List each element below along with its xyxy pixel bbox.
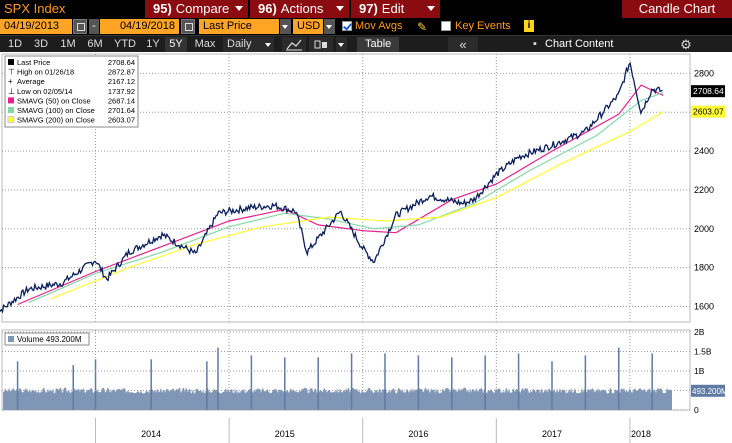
legend-label: SMAVG (50) on Close: [17, 96, 91, 105]
x-tick-label: 2014: [141, 429, 161, 439]
legend-label: Last Price: [17, 58, 50, 67]
period-bar: 1D 3D 1M 6M YTD 1Y 5Y Max Daily Table « …: [0, 35, 732, 52]
volume-badge-bg: [691, 384, 725, 397]
info-icon[interactable]: i: [524, 20, 534, 32]
title-bar: SPX Index 95) Compare 96) Actions 97) Edit …: [0, 0, 732, 18]
edit-menu[interactable]: 97) Edit: [351, 0, 440, 18]
legend-value: 2872.87: [108, 68, 135, 77]
legend-marker: ⊤: [8, 68, 15, 77]
last-price-line: [0, 61, 663, 314]
mov-avgs-checkbox[interactable]: [342, 21, 352, 31]
candle-type-icon[interactable]: [309, 37, 333, 52]
pencil-icon[interactable]: ✎: [417, 20, 428, 34]
x-tick-label: 2015: [275, 429, 295, 439]
legend-value: 2708.64: [108, 58, 135, 67]
chart-content-label[interactable]: Chart Content: [545, 38, 614, 50]
chevron-down-icon[interactable]: [280, 19, 291, 34]
legend-label: High on 01/26/18: [17, 68, 74, 77]
line-chart-icon[interactable]: [282, 37, 306, 52]
legend-marker: ⊥: [8, 87, 15, 96]
collapse-left-icon[interactable]: «: [448, 37, 478, 52]
chart-content-icon: ▪: [533, 38, 537, 50]
volume-tick-label: 0: [694, 405, 699, 415]
last-price-badge: 2708.64: [693, 86, 724, 96]
sma200-line: [50, 111, 664, 300]
calendar-icon[interactable]: [73, 19, 87, 34]
volume-area: [3, 387, 672, 410]
legend-value: 2603.07: [108, 116, 135, 125]
legend-value: 2687.14: [108, 96, 135, 105]
sma100-line: [28, 92, 664, 304]
x-tick-label: 2018: [631, 429, 651, 439]
y-tick-label: 2800: [694, 68, 714, 78]
frequency-select[interactable]: Daily: [223, 37, 271, 52]
legend-swatch: [8, 97, 14, 104]
period-5y[interactable]: 5Y: [165, 37, 187, 52]
period-max[interactable]: Max: [194, 38, 216, 50]
y-tick-label: 1800: [694, 263, 714, 273]
legend-label: Low on 02/05/14: [17, 87, 72, 96]
legend-value: 1737.92: [108, 87, 135, 96]
volume-badge: 493.200M: [692, 387, 728, 396]
table-button[interactable]: Table: [357, 37, 400, 52]
chevron-down-icon: [235, 6, 243, 11]
price-field-select[interactable]: Last Price: [199, 19, 279, 34]
legend-label: SMAVG (200) on Close: [17, 116, 95, 125]
security-title: SPX Index: [4, 1, 66, 16]
currency-select[interactable]: USD: [293, 19, 323, 34]
y-tick-label: 2200: [694, 185, 714, 195]
chart-area[interactable]: 1600180020002200240026002800201420152016…: [0, 52, 732, 443]
period-3d[interactable]: 3D: [33, 38, 49, 50]
compare-menu[interactable]: 95) Compare: [145, 0, 248, 18]
legend-swatch: [8, 59, 14, 65]
legend-box: [4, 55, 139, 128]
volume-legend-label: Volume 493.200M: [17, 335, 82, 344]
legend-swatch: [8, 107, 14, 113]
last-price-badge-bg: [691, 85, 725, 98]
end-date-field[interactable]: 04/19/2018: [100, 19, 179, 34]
chevron-down-icon[interactable]: [263, 37, 274, 52]
gear-icon[interactable]: ⚙: [680, 37, 692, 52]
sma200-badge: 2603.07: [693, 107, 724, 117]
legend-value: 2701.64: [108, 106, 135, 115]
key-events-checkbox[interactable]: [441, 21, 451, 31]
calendar-icon[interactable]: [181, 19, 195, 34]
volume-tick-label: 1B: [694, 366, 705, 376]
mov-avgs-label[interactable]: Mov Avgs: [355, 20, 403, 32]
chevron-down-icon: [427, 6, 435, 11]
period-1d[interactable]: 1D: [7, 38, 23, 50]
settings-bar: 04/19/2013 - 04/19/2018 Last Price USD M…: [0, 18, 732, 35]
legend-label: SMAVG (100) on Close: [17, 106, 95, 115]
chevron-down-icon[interactable]: [336, 37, 347, 52]
legend-label: Average: [17, 77, 45, 86]
volume-tick-label: 1.5B: [694, 347, 712, 357]
y-tick-label: 2400: [694, 146, 714, 156]
period-1y[interactable]: 1Y: [146, 38, 160, 50]
period-ytd[interactable]: YTD: [114, 38, 136, 50]
price-chart[interactable]: 1600180020002200240026002800201420152016…: [0, 52, 732, 443]
x-tick-label: 2017: [542, 429, 562, 439]
chevron-down-icon[interactable]: [324, 19, 335, 34]
view-title: Candle Chart: [622, 0, 732, 18]
volume-legend-swatch: [8, 336, 14, 342]
sma200-badge-bg: [691, 105, 725, 118]
legend-marker: +: [8, 77, 13, 86]
volume-tick-label: 2B: [694, 327, 705, 337]
x-tick-label: 2016: [408, 429, 428, 439]
legend-value: 2167.12: [108, 77, 135, 86]
date-separator: -: [89, 19, 99, 34]
chevron-down-icon: [336, 6, 344, 11]
period-6m[interactable]: 6M: [87, 38, 103, 50]
key-events-label[interactable]: Key Events: [455, 20, 511, 32]
y-tick-label: 2000: [694, 224, 714, 234]
legend-swatch: [7, 116, 15, 124]
volume-legend-box: [4, 332, 90, 346]
y-tick-label: 1600: [694, 301, 714, 311]
period-1m[interactable]: 1M: [60, 38, 76, 50]
start-date-field[interactable]: 04/19/2013: [0, 19, 72, 34]
actions-menu[interactable]: 96) Actions: [250, 0, 349, 18]
